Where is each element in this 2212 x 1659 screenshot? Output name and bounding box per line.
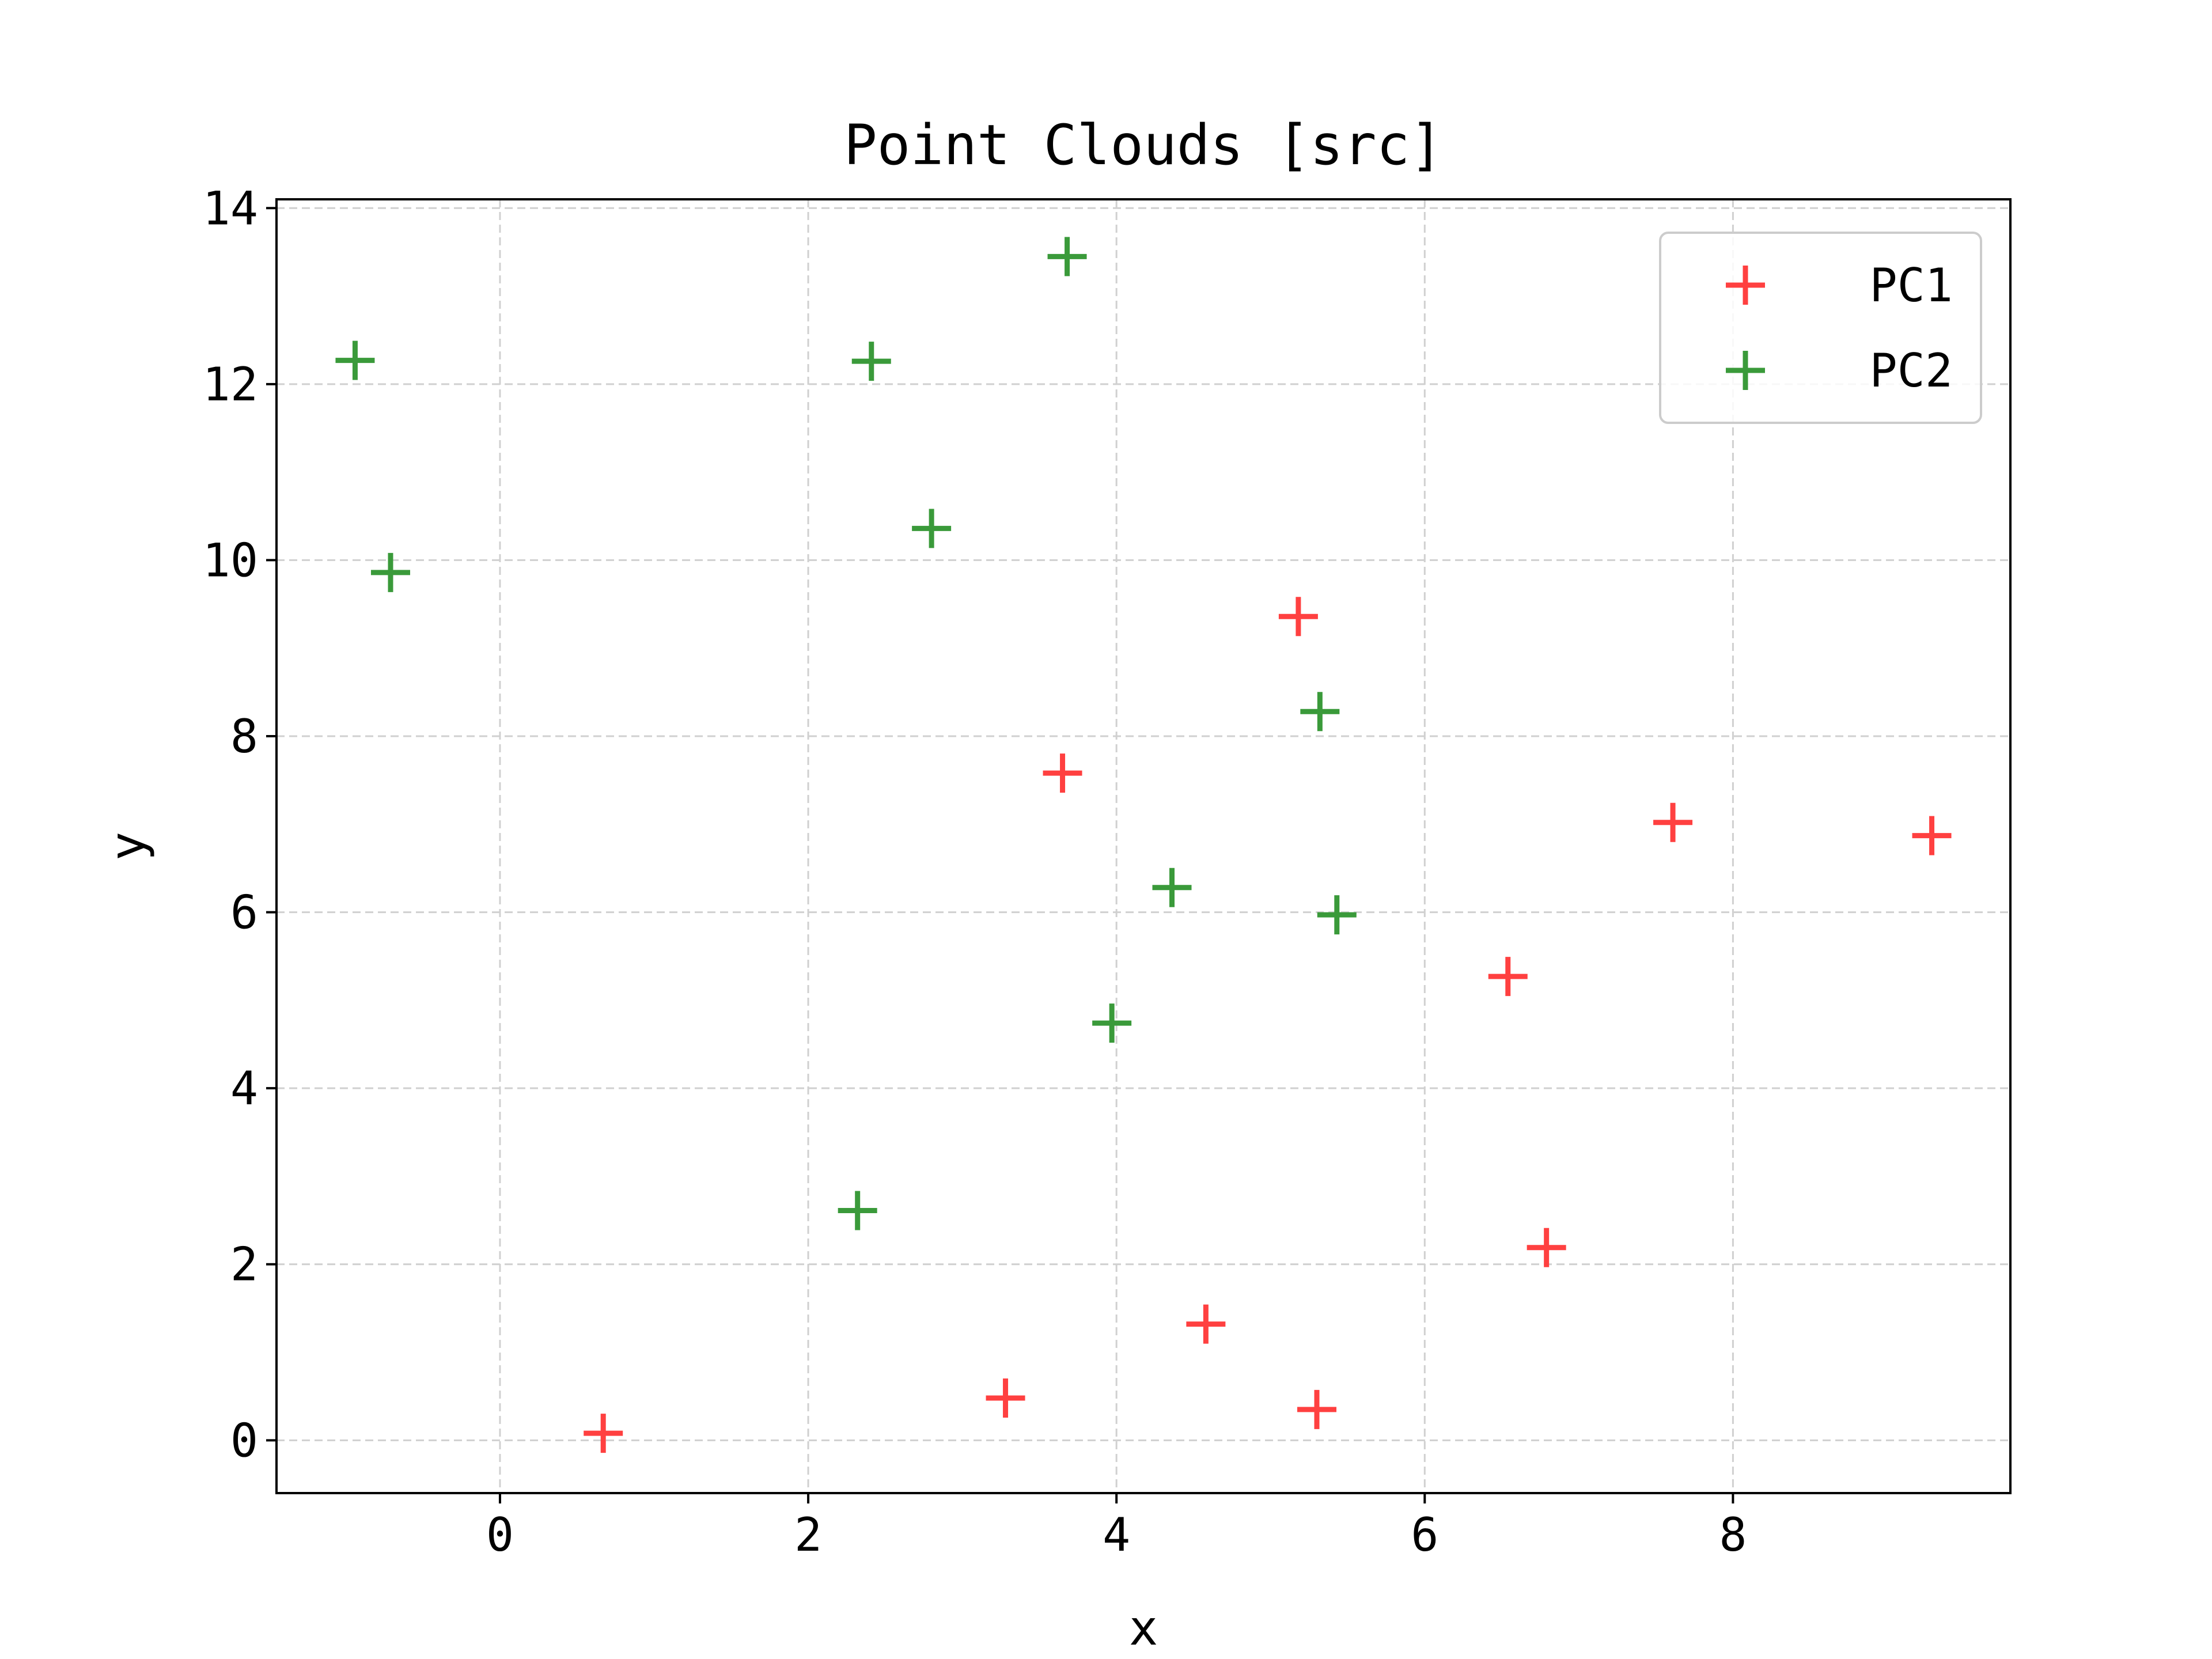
point-series-1 (1488, 957, 1528, 997)
point-series-2 (1092, 1003, 1132, 1043)
point-series-1 (986, 1378, 1025, 1418)
point-series-1 (1297, 1389, 1336, 1429)
point-series-2 (1152, 868, 1192, 907)
point-series-2 (1047, 237, 1087, 276)
y-tick-label: 4 (230, 1062, 258, 1115)
x-axis-label: x (1129, 1600, 1158, 1656)
legend-marker-1 (1726, 266, 1765, 305)
point-series-1 (1278, 597, 1318, 637)
y-axis-label: y (99, 832, 156, 861)
point-series-2 (912, 509, 952, 548)
point-series-1 (1186, 1304, 1226, 1344)
x-tick-label: 8 (1719, 1508, 1747, 1562)
point-series-1 (1043, 753, 1082, 793)
y-tick-label: 0 (230, 1414, 258, 1467)
chart-title: Point Clouds [src] (844, 113, 1443, 177)
point-series-2 (1300, 692, 1340, 732)
data-points (335, 237, 1952, 1453)
x-tick-label: 2 (794, 1508, 822, 1562)
axis-ticks: 0 2 4 6 8 0 2 4 6 8 10 12 14 (203, 181, 1747, 1562)
point-series-2 (335, 340, 375, 380)
legend-box (1659, 232, 1982, 424)
point-series-2 (851, 342, 891, 381)
y-tick-label: 10 (203, 533, 258, 587)
point-series-1 (1653, 802, 1693, 842)
point-series-1 (584, 1414, 623, 1453)
y-tick-label: 6 (230, 886, 258, 940)
point-series-1 (1912, 816, 1952, 855)
x-tick-label: 6 (1411, 1508, 1438, 1562)
grid-lines (276, 199, 2010, 1493)
point-series-2 (838, 1191, 877, 1230)
legend: PC1 PC2 (1659, 232, 1982, 424)
y-tick-label: 14 (203, 181, 258, 235)
y-tick-label: 2 (230, 1238, 258, 1291)
legend-marker-2 (1726, 351, 1765, 390)
x-tick-label: 0 (486, 1508, 514, 1562)
x-tick-label: 4 (1103, 1508, 1130, 1562)
point-series-2 (1317, 895, 1357, 935)
plot-area-frame (275, 198, 2012, 1494)
y-tick-label: 12 (203, 358, 258, 411)
point-series-1 (1527, 1228, 1566, 1267)
legend-label: PC2 (1870, 344, 1953, 397)
legend-label: PC1 (1870, 259, 1953, 312)
y-tick-label: 8 (230, 710, 258, 763)
point-series-2 (370, 552, 410, 592)
